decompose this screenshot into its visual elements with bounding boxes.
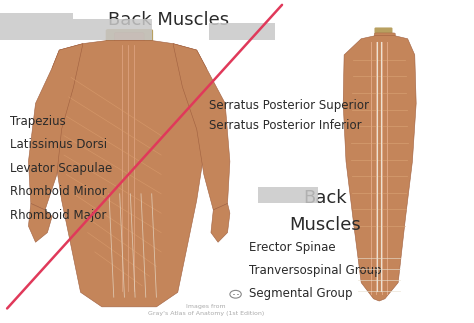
Text: Back: Back — [303, 189, 346, 207]
FancyBboxPatch shape — [106, 29, 153, 42]
Polygon shape — [52, 40, 206, 307]
Polygon shape — [28, 44, 83, 210]
FancyBboxPatch shape — [258, 187, 318, 203]
Polygon shape — [343, 36, 416, 301]
Text: Serratus Posterior Inferior: Serratus Posterior Inferior — [209, 119, 361, 131]
FancyBboxPatch shape — [73, 19, 152, 40]
FancyBboxPatch shape — [374, 33, 395, 51]
FancyBboxPatch shape — [374, 27, 392, 36]
Text: Rhomboid Minor: Rhomboid Minor — [10, 185, 107, 198]
Polygon shape — [28, 203, 52, 242]
Text: Erector Spinae: Erector Spinae — [249, 241, 336, 254]
Polygon shape — [173, 44, 230, 210]
Text: Back Muscles: Back Muscles — [108, 11, 229, 29]
Text: Levator Scapulae: Levator Scapulae — [10, 162, 113, 175]
Text: Muscles: Muscles — [289, 216, 361, 234]
Text: Segmental Group: Segmental Group — [249, 287, 352, 300]
Polygon shape — [211, 203, 230, 242]
Text: Tranversospinal Group: Tranversospinal Group — [249, 264, 382, 277]
FancyBboxPatch shape — [209, 23, 275, 40]
FancyBboxPatch shape — [0, 13, 73, 40]
Text: Latissimus Dorsi: Latissimus Dorsi — [10, 138, 108, 151]
Text: Rhomboid Major: Rhomboid Major — [10, 209, 107, 222]
Text: Trapezius: Trapezius — [10, 115, 66, 128]
Text: Images from
Gray's Atlas of Anatomy (1st Edition): Images from Gray's Atlas of Anatomy (1st… — [148, 304, 264, 316]
Text: Serratus Posterior Superior: Serratus Posterior Superior — [209, 99, 369, 111]
FancyBboxPatch shape — [114, 33, 144, 55]
